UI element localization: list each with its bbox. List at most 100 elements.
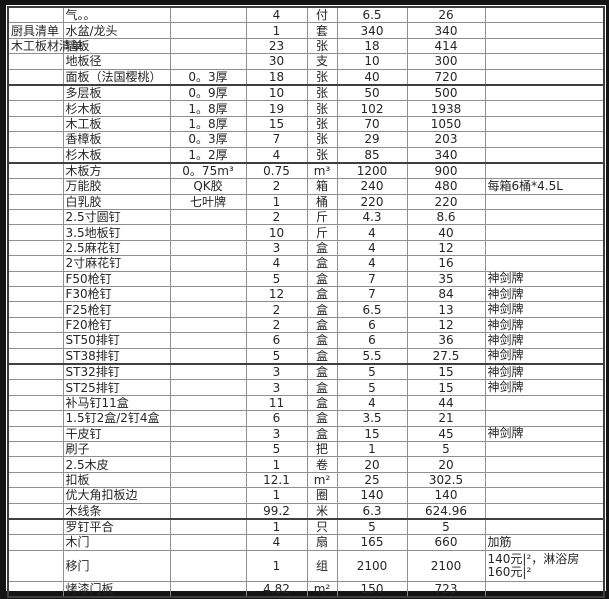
cell-price: 20 [336, 456, 408, 473]
cell-spec [169, 363, 247, 381]
table-row: 优大角扣板边 1 圈 140 140 [7, 487, 605, 504]
cell-name: 杉木板 [62, 100, 171, 117]
cell-unit: 盒 [306, 347, 338, 365]
cell-spec: 0。75m³ [169, 162, 247, 180]
cell-category [7, 146, 64, 164]
table-row: 木门 4 扇 165 660 加筋 [7, 534, 605, 551]
cell-total: 220 [406, 193, 486, 211]
cell-price: 165 [336, 534, 408, 551]
cell-spec: 1。8厚 [169, 100, 247, 117]
cell-remark [484, 6, 605, 24]
cell-price: 6 [336, 332, 408, 349]
cell-name: 杉木板 [62, 146, 171, 164]
table-row: 扣板 12.1 m² 25 302.5 [7, 471, 605, 489]
cell-name: ST50排钉 [62, 332, 171, 349]
cell-name: F30枪钉 [62, 286, 171, 303]
cell-remark: 神剑牌 [484, 301, 605, 318]
cell-unit: 盒 [306, 425, 338, 442]
cell-spec [169, 456, 247, 473]
cell-remark [484, 255, 605, 272]
cell-category [7, 162, 64, 180]
cell-name: 木门 [62, 534, 171, 551]
cell-category [7, 456, 64, 473]
cell-price: 85 [336, 146, 408, 164]
cell-category [7, 549, 64, 582]
cell-total: 140 [406, 487, 486, 504]
cell-spec [169, 425, 247, 442]
materials-table: 气。。 4 付 6.5 26 厨具清单 水盆/龙头 1 套 340 340 木工板材清单 墙板 23 张 18… [7, 6, 605, 599]
cell-qty: 1 [245, 487, 308, 504]
table-row: 2.5木皮 1 卷 20 20 [7, 456, 605, 473]
cell-name: 3.5地板钉 [62, 224, 171, 241]
cell-unit: 盒 [306, 239, 338, 257]
cell-category [7, 53, 64, 70]
cell-total: 15 [406, 379, 486, 396]
cell-unit: 只 [306, 518, 338, 536]
cell-price: 7 [336, 270, 408, 288]
cell-name: ST32排钉 [62, 363, 171, 381]
cell-name: 干皮钉 [62, 425, 171, 442]
cell-category [7, 487, 64, 504]
cell-unit: 盒 [306, 286, 338, 303]
cell-total: 340 [406, 22, 486, 39]
cell-qty: 1 [245, 549, 308, 582]
cell-unit: 扇 [306, 534, 338, 551]
cell-name: 木板方 [62, 162, 171, 180]
cell-qty: 5 [245, 347, 308, 365]
cell-qty: 99.2 [245, 502, 308, 520]
cell-price: 18 [336, 37, 408, 55]
table-row: 面板（法国樱桃） 0。3厚 18 张 40 720 [7, 68, 605, 86]
cell-qty: 2 [245, 316, 308, 334]
cell-unit: 盒 [306, 379, 338, 396]
table-row: ST25排钉 3 盒 5 15 神剑牌 [7, 379, 605, 396]
cell-price: 6.3 [336, 502, 408, 520]
cell-total: 45 [406, 425, 486, 442]
table-row: ST38排钉 5 盒 5.5 27.5 神剑牌 [7, 347, 605, 365]
cell-unit: m³ [306, 162, 338, 180]
cell-qty: 2 [245, 301, 308, 318]
cell-remark [484, 115, 605, 133]
cell-spec [169, 502, 247, 520]
cell-unit: m² [306, 580, 338, 598]
cell-total: 300 [406, 53, 486, 70]
cell-unit: 张 [306, 100, 338, 117]
cell-category [7, 332, 64, 349]
document-frame: 气。。 4 付 6.5 26 厨具清单 水盆/龙头 1 套 340 340 木工板材清单 墙板 23 张 18… [6, 5, 606, 599]
cell-name: ST38排钉 [62, 347, 171, 365]
cell-category [7, 131, 64, 148]
cell-remark [484, 224, 605, 241]
cell-spec [169, 347, 247, 365]
cell-name: 1.5钉2盒/2钉4盒 [62, 410, 171, 427]
cell-category [7, 425, 64, 442]
cell-remark: 加筋 [484, 534, 605, 551]
cell-spec [169, 37, 247, 55]
cell-name: 2.5寸圆钉 [62, 209, 171, 226]
cell-price: 5 [336, 379, 408, 396]
cell-qty: 19 [245, 100, 308, 117]
table-row: F50枪钉 5 盒 7 35 神剑牌 [7, 270, 605, 288]
cell-remark [484, 580, 605, 598]
cell-qty: 2 [245, 209, 308, 226]
cell-spec: 0。3厚 [169, 131, 247, 148]
cell-qty: 6 [245, 332, 308, 349]
cell-total: 36 [406, 332, 486, 349]
cell-unit: 盒 [306, 301, 338, 318]
table-row: 移门 1 组 2100 2100 140元|²，淋浴房160元|² [7, 549, 605, 582]
cell-remark [484, 131, 605, 148]
cell-spec: 1。8厚 [169, 115, 247, 133]
cell-name: 烤漆门板 [62, 580, 171, 598]
cell-category [7, 316, 64, 334]
cell-spec [169, 410, 247, 427]
cell-qty: 12.1 [245, 471, 308, 489]
cell-price: 7 [336, 286, 408, 303]
cell-unit: 盒 [306, 255, 338, 272]
table-row: 2寸麻花钉 4 盒 4 16 [7, 255, 605, 272]
cell-spec [169, 487, 247, 504]
cell-price: 6.5 [336, 6, 408, 24]
cell-remark: 神剑牌 [484, 286, 605, 303]
cell-category [7, 84, 64, 102]
cell-remark [484, 100, 605, 117]
cell-spec [169, 316, 247, 334]
table-row: 2.5麻花钉 3 盒 4 12 [7, 239, 605, 257]
table-row: 1.5钉2盒/2钉4盒 6 盒 3.5 21 [7, 410, 605, 427]
